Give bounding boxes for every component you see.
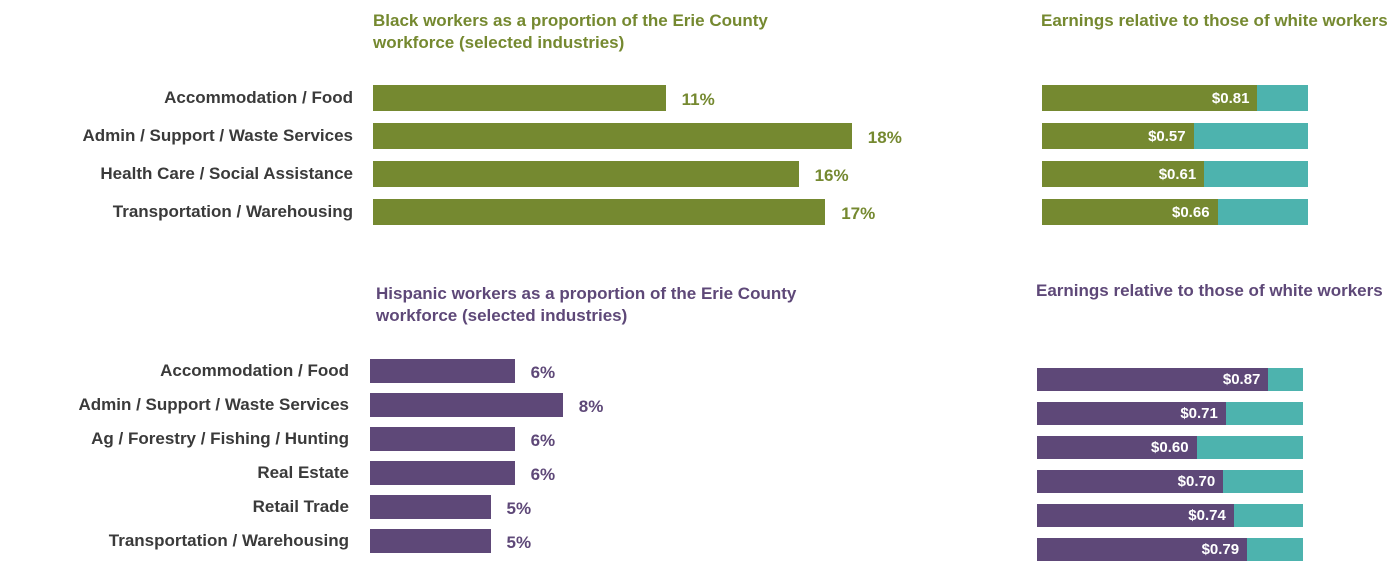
bar	[373, 161, 799, 187]
earnings-bar-reference: $0.61	[1042, 161, 1308, 187]
earnings-bar-reference: $0.74	[1037, 504, 1303, 527]
bar	[370, 393, 563, 417]
earnings-label: $0.61	[1158, 165, 1197, 183]
earnings-bar: $0.57	[1042, 123, 1194, 149]
category-label: Health Care / Social Assistance	[100, 164, 353, 183]
data-label: 17%	[841, 204, 876, 223]
earnings-bar: $0.66	[1042, 199, 1218, 225]
earnings-bar-reference: $0.60	[1037, 436, 1303, 459]
earnings-bar: $0.74	[1037, 504, 1234, 527]
earnings-bar: $0.61	[1042, 161, 1205, 187]
earnings-bar-reference: $0.87	[1037, 368, 1303, 391]
black-share-chart-title: Black workers as a proportion of the Eri…	[373, 11, 768, 52]
earnings-bar-reference: $0.79	[1037, 538, 1303, 561]
earnings-bar-reference: $0.57	[1042, 123, 1308, 149]
earnings-label: $0.66	[1172, 203, 1210, 221]
bar	[373, 199, 826, 225]
category-label: Accommodation / Food	[164, 88, 353, 107]
category-label: Admin / Support / Waste Services	[78, 395, 350, 414]
hispanic-share-chart-title: Hispanic workers as a proportion of the …	[376, 284, 797, 325]
black-earnings-chart-title: Earnings relative to those of white work…	[1041, 11, 1388, 30]
earnings-label: $0.87	[1222, 371, 1261, 388]
bar	[370, 359, 515, 383]
data-label: 6%	[530, 363, 556, 382]
data-label: 16%	[814, 166, 849, 185]
data-label: 5%	[506, 499, 532, 518]
earnings-bar-reference: $0.70	[1037, 470, 1303, 493]
earnings-label: $0.74	[1188, 507, 1226, 524]
category-label: Accommodation / Food	[160, 361, 349, 380]
earnings-label: $0.71	[1180, 405, 1218, 422]
category-label: Real Estate	[257, 463, 349, 482]
bar	[370, 495, 491, 519]
data-label: 6%	[530, 465, 556, 484]
earnings-label: $0.57	[1148, 127, 1186, 145]
data-label: 8%	[578, 397, 604, 416]
data-label: 11%	[681, 90, 715, 109]
bar	[370, 461, 515, 485]
bar	[373, 85, 666, 111]
earnings-bar: $0.87	[1037, 368, 1269, 391]
earnings-bar-reference: $0.71	[1037, 402, 1303, 425]
earnings-label: $0.70	[1177, 473, 1216, 490]
data-label: 5%	[506, 533, 532, 552]
bar	[370, 529, 491, 553]
hispanic-earnings-chart-title: Earnings relative to those of white work…	[1036, 281, 1383, 300]
earnings-bar: $0.79	[1037, 538, 1248, 561]
earnings-label: $0.60	[1151, 439, 1189, 456]
earnings-bar-reference: $0.66	[1042, 199, 1308, 225]
earnings-bar: $0.60	[1037, 436, 1197, 459]
bar	[373, 123, 852, 149]
earnings-label: $0.79	[1201, 541, 1240, 558]
data-label: 6%	[530, 431, 556, 450]
earnings-bar: $0.71	[1037, 402, 1226, 425]
data-label: 18%	[867, 128, 902, 147]
category-label: Transportation / Warehousing	[108, 531, 349, 550]
category-label: Admin / Support / Waste Services	[82, 126, 354, 145]
category-label: Transportation / Warehousing	[112, 202, 353, 221]
bar	[370, 427, 515, 451]
earnings-bar-reference: $0.81	[1042, 85, 1308, 111]
earnings-bar: $0.70	[1037, 470, 1224, 493]
category-label: Ag / Forestry / Fishing / Hunting	[91, 429, 349, 448]
category-label: Retail Trade	[252, 497, 349, 516]
earnings-label: $0.81	[1211, 89, 1250, 107]
earnings-bar: $0.81	[1042, 85, 1258, 111]
